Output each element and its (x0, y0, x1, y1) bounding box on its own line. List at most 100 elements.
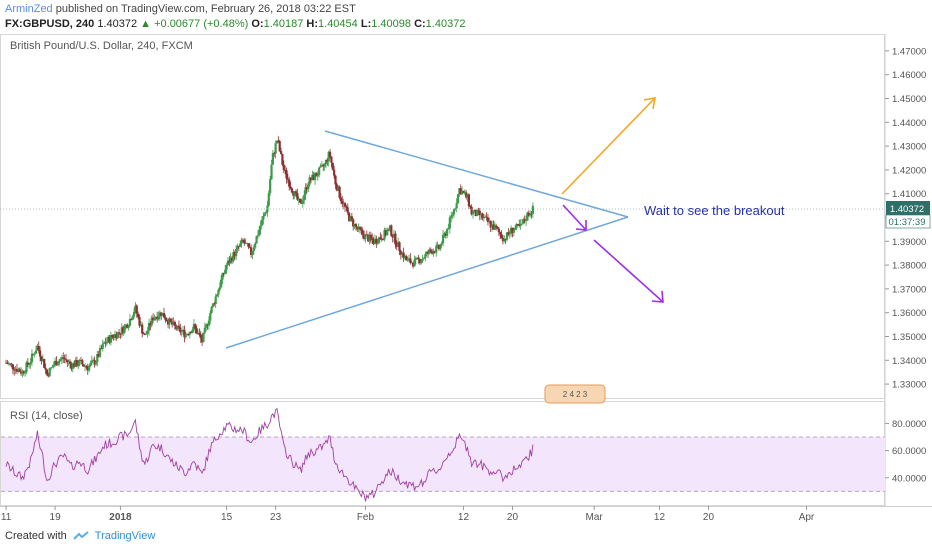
price-tick-label: 1.38000 (892, 261, 926, 272)
candle-body (73, 363, 76, 367)
bearish-arrow-long[interactable] (593, 239, 664, 303)
time-tick-label: Feb (357, 512, 375, 523)
candle-body (437, 244, 441, 250)
tradingview-logo-icon (73, 531, 89, 540)
candle-body (173, 321, 176, 326)
candle-body (460, 191, 464, 195)
candle-body (194, 324, 197, 329)
candle-body (473, 209, 476, 213)
time-tick-label: 12 (654, 512, 666, 523)
candle-body (501, 237, 505, 242)
time-axis: 11 19 2018 15 23 Feb 12 20 Mar 12 20 Apr (1, 506, 815, 523)
rsi-series-line (5, 407, 534, 502)
chart-svg[interactable]: 1.47000 1.46000 1.45000 1.44000 1.43000 1.420… (0, 34, 932, 524)
candle-body (92, 360, 95, 361)
economic-events-badge[interactable]: 2 4 2 3 (544, 384, 606, 404)
candle-body (395, 244, 398, 247)
candle-body (383, 230, 386, 240)
candle-body (131, 316, 134, 320)
candle-body (422, 258, 426, 259)
chart-area[interactable]: 1.47000 1.46000 1.45000 1.44000 1.43000 1.420… (0, 34, 932, 524)
candle-body (361, 230, 364, 235)
candle-body (123, 325, 126, 333)
author-link[interactable]: ArminZed (5, 3, 53, 15)
candle-body (166, 321, 170, 325)
candle-body (41, 358, 44, 361)
candle-body (228, 260, 231, 264)
candle-body (320, 164, 323, 166)
candle-body (406, 258, 409, 261)
candle-body (508, 233, 511, 235)
candle-body (28, 364, 31, 366)
candle-body (486, 217, 490, 222)
candle-body (294, 191, 298, 194)
candle-body (10, 363, 13, 365)
candle-body (315, 173, 318, 177)
candle-body (354, 224, 358, 227)
candle-body (519, 223, 522, 226)
candle-body (529, 213, 532, 216)
candle-body (241, 239, 245, 241)
candle-body (391, 235, 394, 238)
candle-body (51, 366, 54, 368)
created-with-label: Created with (5, 530, 67, 542)
candle-body (353, 224, 356, 227)
candle-body (222, 273, 225, 274)
bullish-arrow[interactable] (561, 97, 656, 195)
candle-body (488, 221, 491, 223)
candle-body (109, 335, 112, 343)
candle-body (304, 187, 307, 195)
candle-body (338, 186, 341, 198)
candle-body (477, 210, 480, 212)
candle-body (490, 224, 494, 228)
candle-body (181, 329, 185, 332)
candle-body (520, 223, 524, 225)
upper-trendline[interactable] (324, 130, 629, 218)
candle-body (409, 258, 412, 263)
candle-body (88, 365, 91, 371)
candle-body (203, 327, 206, 333)
candle-body (500, 234, 503, 238)
candle-body (446, 229, 449, 236)
candle-body (263, 213, 266, 217)
open-value: 1.40187 (263, 18, 304, 30)
candle-body (277, 140, 280, 142)
candle-body (305, 187, 309, 190)
candle-body (18, 369, 21, 372)
breakout-annotation[interactable]: Wait to see the breakout (644, 203, 785, 218)
candle-body (164, 317, 167, 320)
candle-body (58, 360, 61, 364)
candle-body (260, 219, 264, 226)
candle-body (527, 212, 530, 216)
lower-trendline[interactable] (225, 216, 629, 349)
candle-body (37, 345, 40, 351)
candle-body (429, 249, 432, 251)
candle-body (401, 252, 404, 255)
candle-body (495, 225, 498, 228)
candle-body (160, 312, 163, 316)
candle-body (511, 227, 514, 233)
candle-body (433, 251, 436, 253)
candle-body (447, 228, 450, 230)
candle-body (68, 361, 72, 364)
candle-body (514, 228, 517, 231)
candle-body (229, 257, 232, 264)
candle-body (339, 197, 343, 202)
candle-body (207, 320, 211, 326)
candle-body (275, 140, 279, 144)
candle-body (426, 251, 430, 254)
candle-body (398, 242, 401, 252)
candle-body (127, 325, 130, 328)
candle-body (407, 258, 411, 260)
candle-body (372, 240, 375, 244)
candle-body (337, 186, 340, 191)
candle-body (387, 228, 390, 231)
candle-body (43, 358, 46, 368)
candle-body (126, 324, 129, 328)
candle-body (128, 319, 132, 326)
candle-body (326, 159, 329, 162)
bearish-arrow-short[interactable] (562, 204, 587, 231)
candle-body (318, 167, 321, 175)
tradingview-brand[interactable]: TradingView (94, 530, 156, 542)
candle-body (70, 363, 73, 369)
